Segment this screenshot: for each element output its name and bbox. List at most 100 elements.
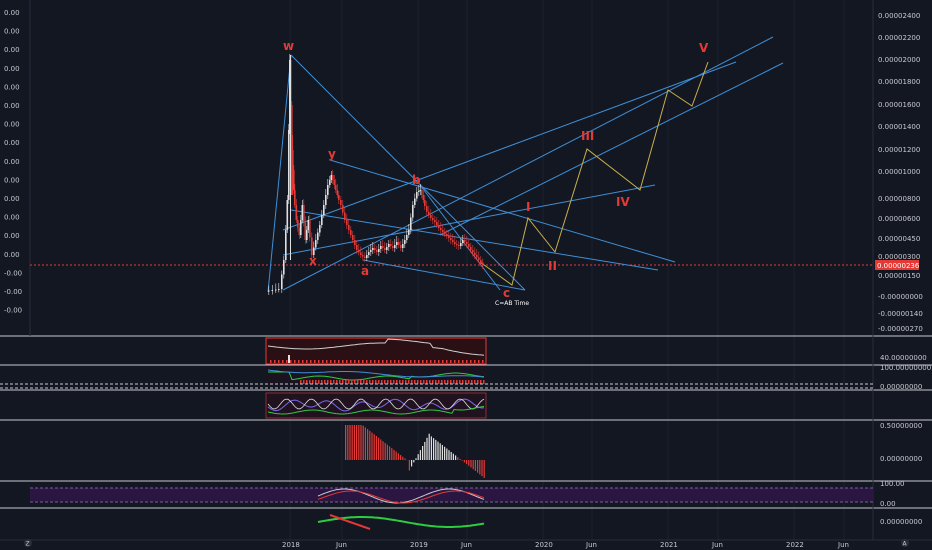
candle-body — [350, 230, 352, 235]
candle-body — [327, 185, 329, 195]
indicator-panel-3 — [265, 392, 487, 419]
candle-body — [285, 230, 287, 260]
candle-body — [360, 252, 362, 255]
panel-separators — [0, 335, 932, 509]
candle-body — [436, 222, 438, 225]
svg-text:A: A — [903, 541, 908, 548]
candle-body — [368, 252, 370, 255]
auto-scale-icon[interactable]: A — [901, 539, 909, 548]
x-tick-2022: 2022 — [786, 541, 804, 549]
candle-body — [294, 190, 296, 205]
left-axis-tick: 0.00 — [4, 46, 20, 54]
right-axis-tick: 0.00002200 — [878, 34, 920, 42]
candle-body — [442, 230, 444, 232]
candle-body — [410, 217, 412, 230]
candle-body — [482, 262, 484, 265]
candle-body — [452, 240, 454, 242]
candle-body — [390, 244, 392, 246]
candle-body — [380, 246, 382, 249]
right-axis-tick: 0.00000600 — [878, 215, 920, 223]
left-axis-tick: 0.00 — [4, 121, 20, 129]
panel4-label-top: 100.00 — [880, 480, 905, 488]
wave-labels: w x y a b c I II III IV V — [283, 39, 709, 300]
candle-body — [446, 234, 448, 236]
left-axis-tick: 0.00 — [4, 232, 20, 240]
panel5-label: 0.00000000 — [880, 518, 922, 526]
price-candles — [268, 54, 484, 295]
x-tick-jun-2022: Jun — [837, 541, 849, 549]
candle-body — [400, 245, 402, 248]
candle-body — [426, 206, 428, 212]
left-axis-tick: 0.00 — [4, 9, 20, 17]
indicator-panel-2: 100.00000000 0.00000000 — [0, 364, 931, 391]
right-axis-tick: 0.00000800 — [878, 195, 920, 203]
candle-body — [297, 220, 299, 228]
candle-body — [364, 256, 366, 258]
candle-body — [342, 205, 344, 213]
candle-body — [476, 255, 478, 258]
candle-body — [301, 205, 304, 220]
candle-body — [333, 180, 336, 185]
candle-body — [394, 245, 396, 248]
candle-body — [378, 249, 380, 252]
wave-label-i: I — [526, 200, 530, 214]
candle-body — [303, 205, 305, 223]
right-axis-tick: -0.00000140 — [878, 310, 923, 318]
candle-body — [398, 242, 400, 245]
right-axis-tick: 0.00002000 — [878, 56, 920, 64]
left-axis-tick: 0.00 — [4, 158, 20, 166]
candle-body — [432, 218, 434, 220]
candle-body — [329, 180, 331, 185]
candle-body — [408, 230, 410, 235]
right-axis-tick: 0.00000150 — [878, 272, 920, 280]
candle-body — [478, 257, 480, 260]
right-axis-tick: 0.00001400 — [878, 123, 920, 131]
candle-body — [278, 289, 280, 290]
candle-body — [338, 195, 340, 200]
panel4-label-bottom: 0.00 — [880, 500, 896, 508]
indicator-panel-5: 100.00 0.00 — [30, 480, 905, 508]
panel1-label: 40.00000000 — [880, 354, 927, 362]
right-axis-tick: 0.00000300 — [878, 253, 920, 261]
candle-body — [372, 248, 374, 250]
x-tick-jun-2020: Jun — [585, 541, 597, 549]
x-tick-2020: 2020 — [535, 541, 553, 549]
wave-label-iv: IV — [616, 195, 630, 209]
candle-body — [336, 190, 339, 195]
candle-body — [444, 232, 446, 234]
candle-body — [406, 235, 408, 240]
candle-body — [323, 205, 325, 215]
left-axis-labels: 0.00 0.00 0.00 0.00 0.00 0.00 0.00 0.00 0.00 0.00… — [4, 9, 22, 315]
candle-body — [281, 274, 283, 289]
candle-body — [311, 237, 313, 255]
candle-body — [306, 230, 308, 240]
left-axis-tick: 0.00 — [4, 139, 20, 147]
candle-body — [419, 190, 422, 191]
timezone-icon[interactable]: Z — [24, 539, 32, 548]
projection-path[interactable] — [479, 61, 709, 286]
candle-body — [295, 205, 298, 220]
candle-body — [300, 220, 302, 235]
indicator-panel-1: 40.00000000 — [265, 337, 927, 365]
left-axis-tick: 0.00 — [4, 195, 20, 203]
panel3-label-top: 0.50000000 — [880, 422, 922, 430]
wave-label-w: w — [283, 39, 294, 53]
candle-body — [440, 228, 442, 230]
panel2-label-top: 100.00000000 — [880, 364, 931, 372]
x-tick-jun-2021: Jun — [711, 541, 723, 549]
annotation-cab-time: C=AB Time — [495, 300, 529, 307]
trendlines[interactable] — [267, 36, 784, 293]
x-tick-2021: 2021 — [660, 541, 678, 549]
candle-body — [404, 240, 406, 244]
wave-label-c: c — [503, 286, 510, 300]
wave-label-iii: III — [581, 129, 594, 143]
right-axis-tick: 0.00001800 — [878, 78, 920, 86]
candle-body — [428, 212, 430, 215]
x-tick-2018: 2018 — [282, 541, 300, 549]
candle-body — [374, 248, 376, 250]
candle-body — [330, 175, 333, 180]
candle-body — [275, 289, 277, 291]
candle-body — [313, 247, 315, 255]
